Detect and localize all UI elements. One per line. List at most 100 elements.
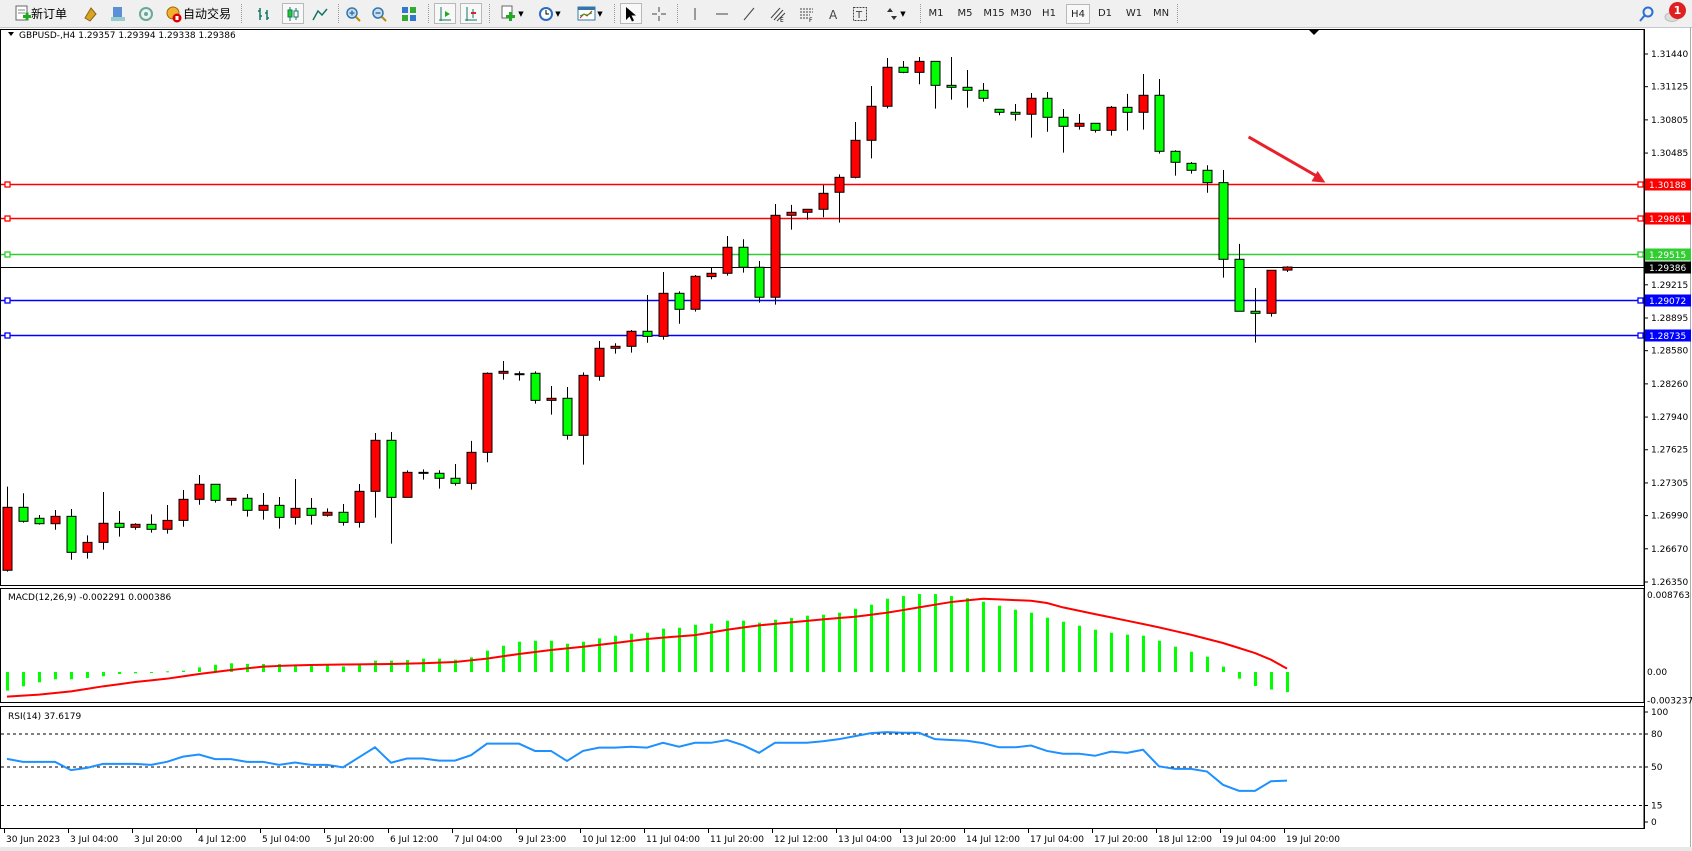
macd-histogram-bar [6, 672, 9, 691]
zoom-in-button[interactable] [343, 3, 363, 24]
macd-histogram-bar [390, 660, 393, 672]
chart-window[interactable]: GBPUSD-,H4 1.29357 1.29394 1.29338 1.293… [0, 27, 1692, 851]
macd-histogram-bar [582, 641, 585, 672]
chart-shift-marker-icon[interactable] [1309, 30, 1319, 35]
equidistant-channel-button[interactable]: E [768, 3, 788, 24]
bar-chart-button[interactable] [254, 3, 274, 24]
collapse-triangle-icon[interactable] [8, 32, 14, 36]
timeframe-m5[interactable]: M5 [957, 8, 973, 19]
candle [930, 60, 941, 109]
bar-chart-icon [258, 7, 269, 20]
candle [642, 294, 653, 343]
candle-body [1202, 169, 1213, 184]
line-anchor-handle[interactable] [1637, 215, 1644, 222]
indicators-button[interactable]: ▼ [495, 3, 529, 24]
time-axis-label: 3 Jul 04:00 [70, 835, 119, 845]
candle [834, 174, 845, 223]
rsi-pane[interactable] [0, 706, 1645, 829]
trend-arrow[interactable] [1247, 135, 1321, 179]
candle [1218, 169, 1229, 278]
timeframe-m15[interactable]: M15 [983, 8, 1005, 19]
current-price-label-bg [1645, 261, 1691, 274]
zoom-out-button[interactable] [369, 3, 389, 24]
timeframe-m1[interactable]: M1 [928, 8, 944, 19]
candle-body [354, 490, 365, 523]
new-order-button[interactable]: 新订单 [10, 3, 72, 24]
timeframe-h1[interactable]: H1 [1042, 8, 1056, 19]
candle-body [338, 511, 349, 523]
text-label-button[interactable]: T [850, 3, 870, 24]
candle [546, 385, 557, 415]
candle-body [578, 374, 589, 436]
line-anchor-handle[interactable] [1637, 181, 1644, 188]
horizontal-line-button[interactable] [712, 3, 732, 24]
auto-scroll-button[interactable] [460, 3, 482, 24]
macd-histogram-bar [70, 672, 73, 680]
candle-body [994, 108, 1005, 113]
auto-trading-button[interactable]: 自动交易 [162, 3, 234, 24]
navigator-button[interactable] [108, 3, 128, 24]
candle-body [642, 330, 653, 337]
macd-histogram-bar [1222, 666, 1225, 672]
templates-button[interactable]: ▼ [572, 3, 608, 24]
candle-body [802, 208, 813, 213]
macd-histogram-bar [326, 665, 329, 672]
search-button[interactable] [1636, 3, 1656, 24]
trendline-button[interactable] [739, 3, 759, 24]
line-anchor-handle[interactable] [4, 251, 11, 258]
timeframe-m30[interactable]: M30 [1010, 8, 1032, 19]
line-chart-button[interactable] [310, 3, 330, 24]
candle-body [482, 372, 493, 453]
timeframe-h4[interactable]: H4 [1066, 4, 1090, 24]
time-axis-label: 3 Jul 20:00 [134, 835, 183, 845]
line-anchor-handle[interactable] [4, 332, 11, 339]
market-watch-button[interactable] [80, 3, 100, 24]
candle-body [1282, 266, 1293, 271]
line-anchor-handle[interactable] [1637, 297, 1644, 304]
macd-histogram-bar [1190, 651, 1193, 672]
candle [210, 483, 221, 503]
price-line-label: 1.28735 [1649, 332, 1686, 342]
macd-histogram-bar [1238, 672, 1241, 679]
tile-windows-button[interactable] [399, 3, 419, 24]
candle-body [962, 86, 973, 91]
candle [1234, 243, 1245, 312]
toolbar-separator [241, 4, 242, 23]
candle-body [786, 211, 797, 216]
candle [466, 440, 477, 490]
vertical-line-button[interactable] [685, 3, 705, 24]
candle [1170, 150, 1181, 176]
crosshair-button[interactable] [649, 3, 669, 24]
timeframe-w1[interactable]: W1 [1125, 8, 1143, 19]
macd-histogram-bar [934, 594, 937, 672]
line-anchor-handle[interactable] [4, 215, 11, 222]
line-anchor-handle[interactable] [4, 297, 11, 304]
candle [722, 235, 733, 276]
line-anchor-handle[interactable] [1637, 332, 1644, 339]
rsi-line [6, 731, 1288, 792]
line-anchor-handle[interactable] [4, 181, 11, 188]
signals-icon [139, 6, 153, 21]
fibonacci-button[interactable]: F [797, 3, 817, 24]
macd-histogram-bar [902, 596, 905, 672]
line-anchor-handle[interactable] [1637, 251, 1644, 258]
timeframe-d1[interactable]: D1 [1097, 8, 1113, 19]
candle-body [754, 266, 765, 298]
arrows-button[interactable]: ▼ [877, 3, 913, 24]
candle-body [1106, 106, 1117, 131]
candle-body [1154, 94, 1165, 152]
rsi-label: RSI(14) 37.6179 [8, 712, 81, 722]
crosshair-icon [652, 6, 666, 21]
candlestick-button[interactable] [282, 3, 304, 24]
chart-shift-button[interactable] [434, 3, 456, 24]
text-button[interactable]: A [824, 3, 844, 24]
periods-button[interactable]: ▼ [532, 3, 566, 24]
timeframe-mn[interactable]: MN [1152, 8, 1170, 19]
price-pane[interactable] [0, 29, 1645, 586]
candle-body [594, 347, 605, 377]
cursor-button[interactable] [620, 3, 642, 24]
macd-histogram-bar [598, 638, 601, 672]
signals-button[interactable] [136, 3, 156, 24]
status-strip [0, 847, 1692, 851]
candle [674, 291, 685, 324]
